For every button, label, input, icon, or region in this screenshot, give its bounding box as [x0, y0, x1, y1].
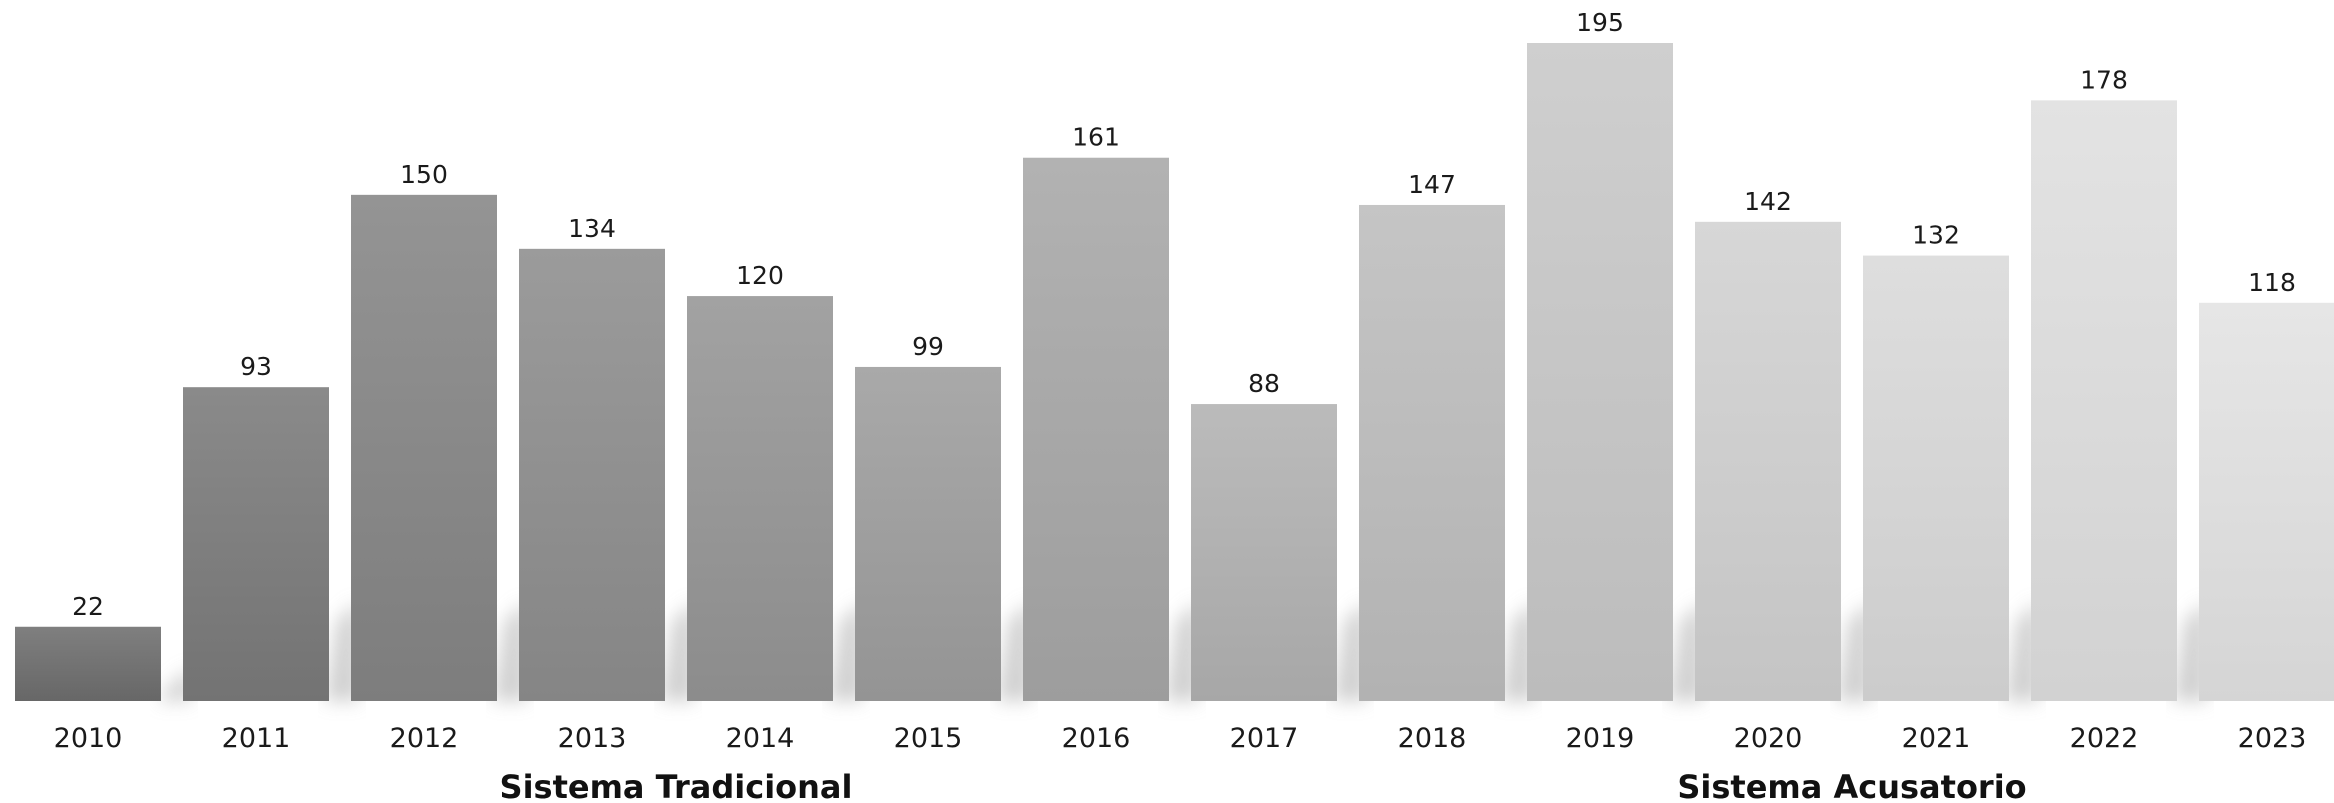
x-tick-label-2023: 2023 [2238, 723, 2307, 754]
x-tick-label-2017: 2017 [1230, 723, 1299, 754]
bar-shadow [1501, 601, 1535, 701]
bar-2016 [1023, 157, 1169, 701]
bar-2010 [15, 626, 161, 701]
x-tick-label-2011: 2011 [222, 723, 291, 754]
x-tick-label-2021: 2021 [1902, 723, 1971, 754]
bar-shadow [1669, 601, 1703, 701]
value-label-2020: 142 [1744, 187, 1792, 216]
value-label-2022: 178 [2080, 65, 2128, 94]
value-label-2012: 150 [400, 160, 448, 189]
bars-layer [15, 43, 2334, 702]
bar-2013 [519, 248, 665, 702]
bar-2023 [2199, 302, 2334, 701]
value-label-2016: 161 [1072, 123, 1120, 152]
x-tick-label-2018: 2018 [1398, 723, 1467, 754]
bar-2014 [687, 296, 833, 701]
bar-2015 [855, 366, 1001, 701]
x-tick-label-2010: 2010 [54, 723, 123, 754]
bar-2020 [1695, 221, 1841, 702]
value-label-2014: 120 [736, 261, 784, 290]
value-label-2013: 134 [568, 214, 616, 243]
x-tick-label-2015: 2015 [894, 723, 963, 754]
bar-shadow [1837, 601, 1871, 701]
bar-shadow [829, 601, 863, 701]
bar-shadow [997, 601, 1031, 701]
value-labels-layer: 22 93 150 134 120 99 161 88 147 195 142 132 178 118 [72, 8, 2296, 621]
value-label-2018: 147 [1408, 170, 1456, 199]
x-tick-label-2019: 2019 [1566, 723, 1635, 754]
group-labels-layer: Sistema Tradicional Sistema Acusatorio [500, 768, 2027, 803]
value-label-2015: 99 [912, 332, 944, 361]
value-label-2021: 132 [1912, 221, 1960, 250]
x-tick-label-2020: 2020 [1734, 723, 1803, 754]
value-label-2023: 118 [2248, 268, 2296, 297]
value-label-2017: 88 [1248, 369, 1280, 398]
x-tick-label-2013: 2013 [558, 723, 627, 754]
bar-shadow [1165, 601, 1199, 701]
bar-2012 [351, 194, 497, 701]
bar-shadow [157, 666, 191, 701]
bar-2017 [1191, 404, 1337, 701]
bar-2021 [1863, 255, 2009, 702]
bar-shadow [1333, 601, 1367, 701]
bar-shadow [2005, 601, 2039, 701]
value-label-2019: 195 [1576, 8, 1624, 37]
group-label-sistema-acusatorio: Sistema Acusatorio [1677, 768, 2026, 803]
bar-shadow [325, 601, 359, 701]
x-tick-label-2022: 2022 [2070, 723, 2139, 754]
bar-shadow [2173, 601, 2207, 701]
value-label-2010: 22 [72, 592, 104, 621]
x-tick-label-2012: 2012 [390, 723, 459, 754]
group-label-sistema-tradicional: Sistema Tradicional [500, 768, 853, 803]
bar-shadows [157, 601, 2207, 701]
value-label-2011: 93 [240, 352, 272, 381]
bar-2011 [183, 387, 329, 701]
x-tick-label-2014: 2014 [726, 723, 795, 754]
bar-shadow [661, 601, 695, 701]
bar-2018 [1359, 204, 1505, 701]
bar-2019 [1527, 43, 1673, 701]
bar-shadow [493, 601, 527, 701]
x-tick-labels-layer: 2010 2011 2012 2013 2014 2015 2016 2017 2018 2019… [54, 723, 2307, 754]
x-tick-label-2016: 2016 [1062, 723, 1131, 754]
bar-2022 [2031, 100, 2177, 701]
